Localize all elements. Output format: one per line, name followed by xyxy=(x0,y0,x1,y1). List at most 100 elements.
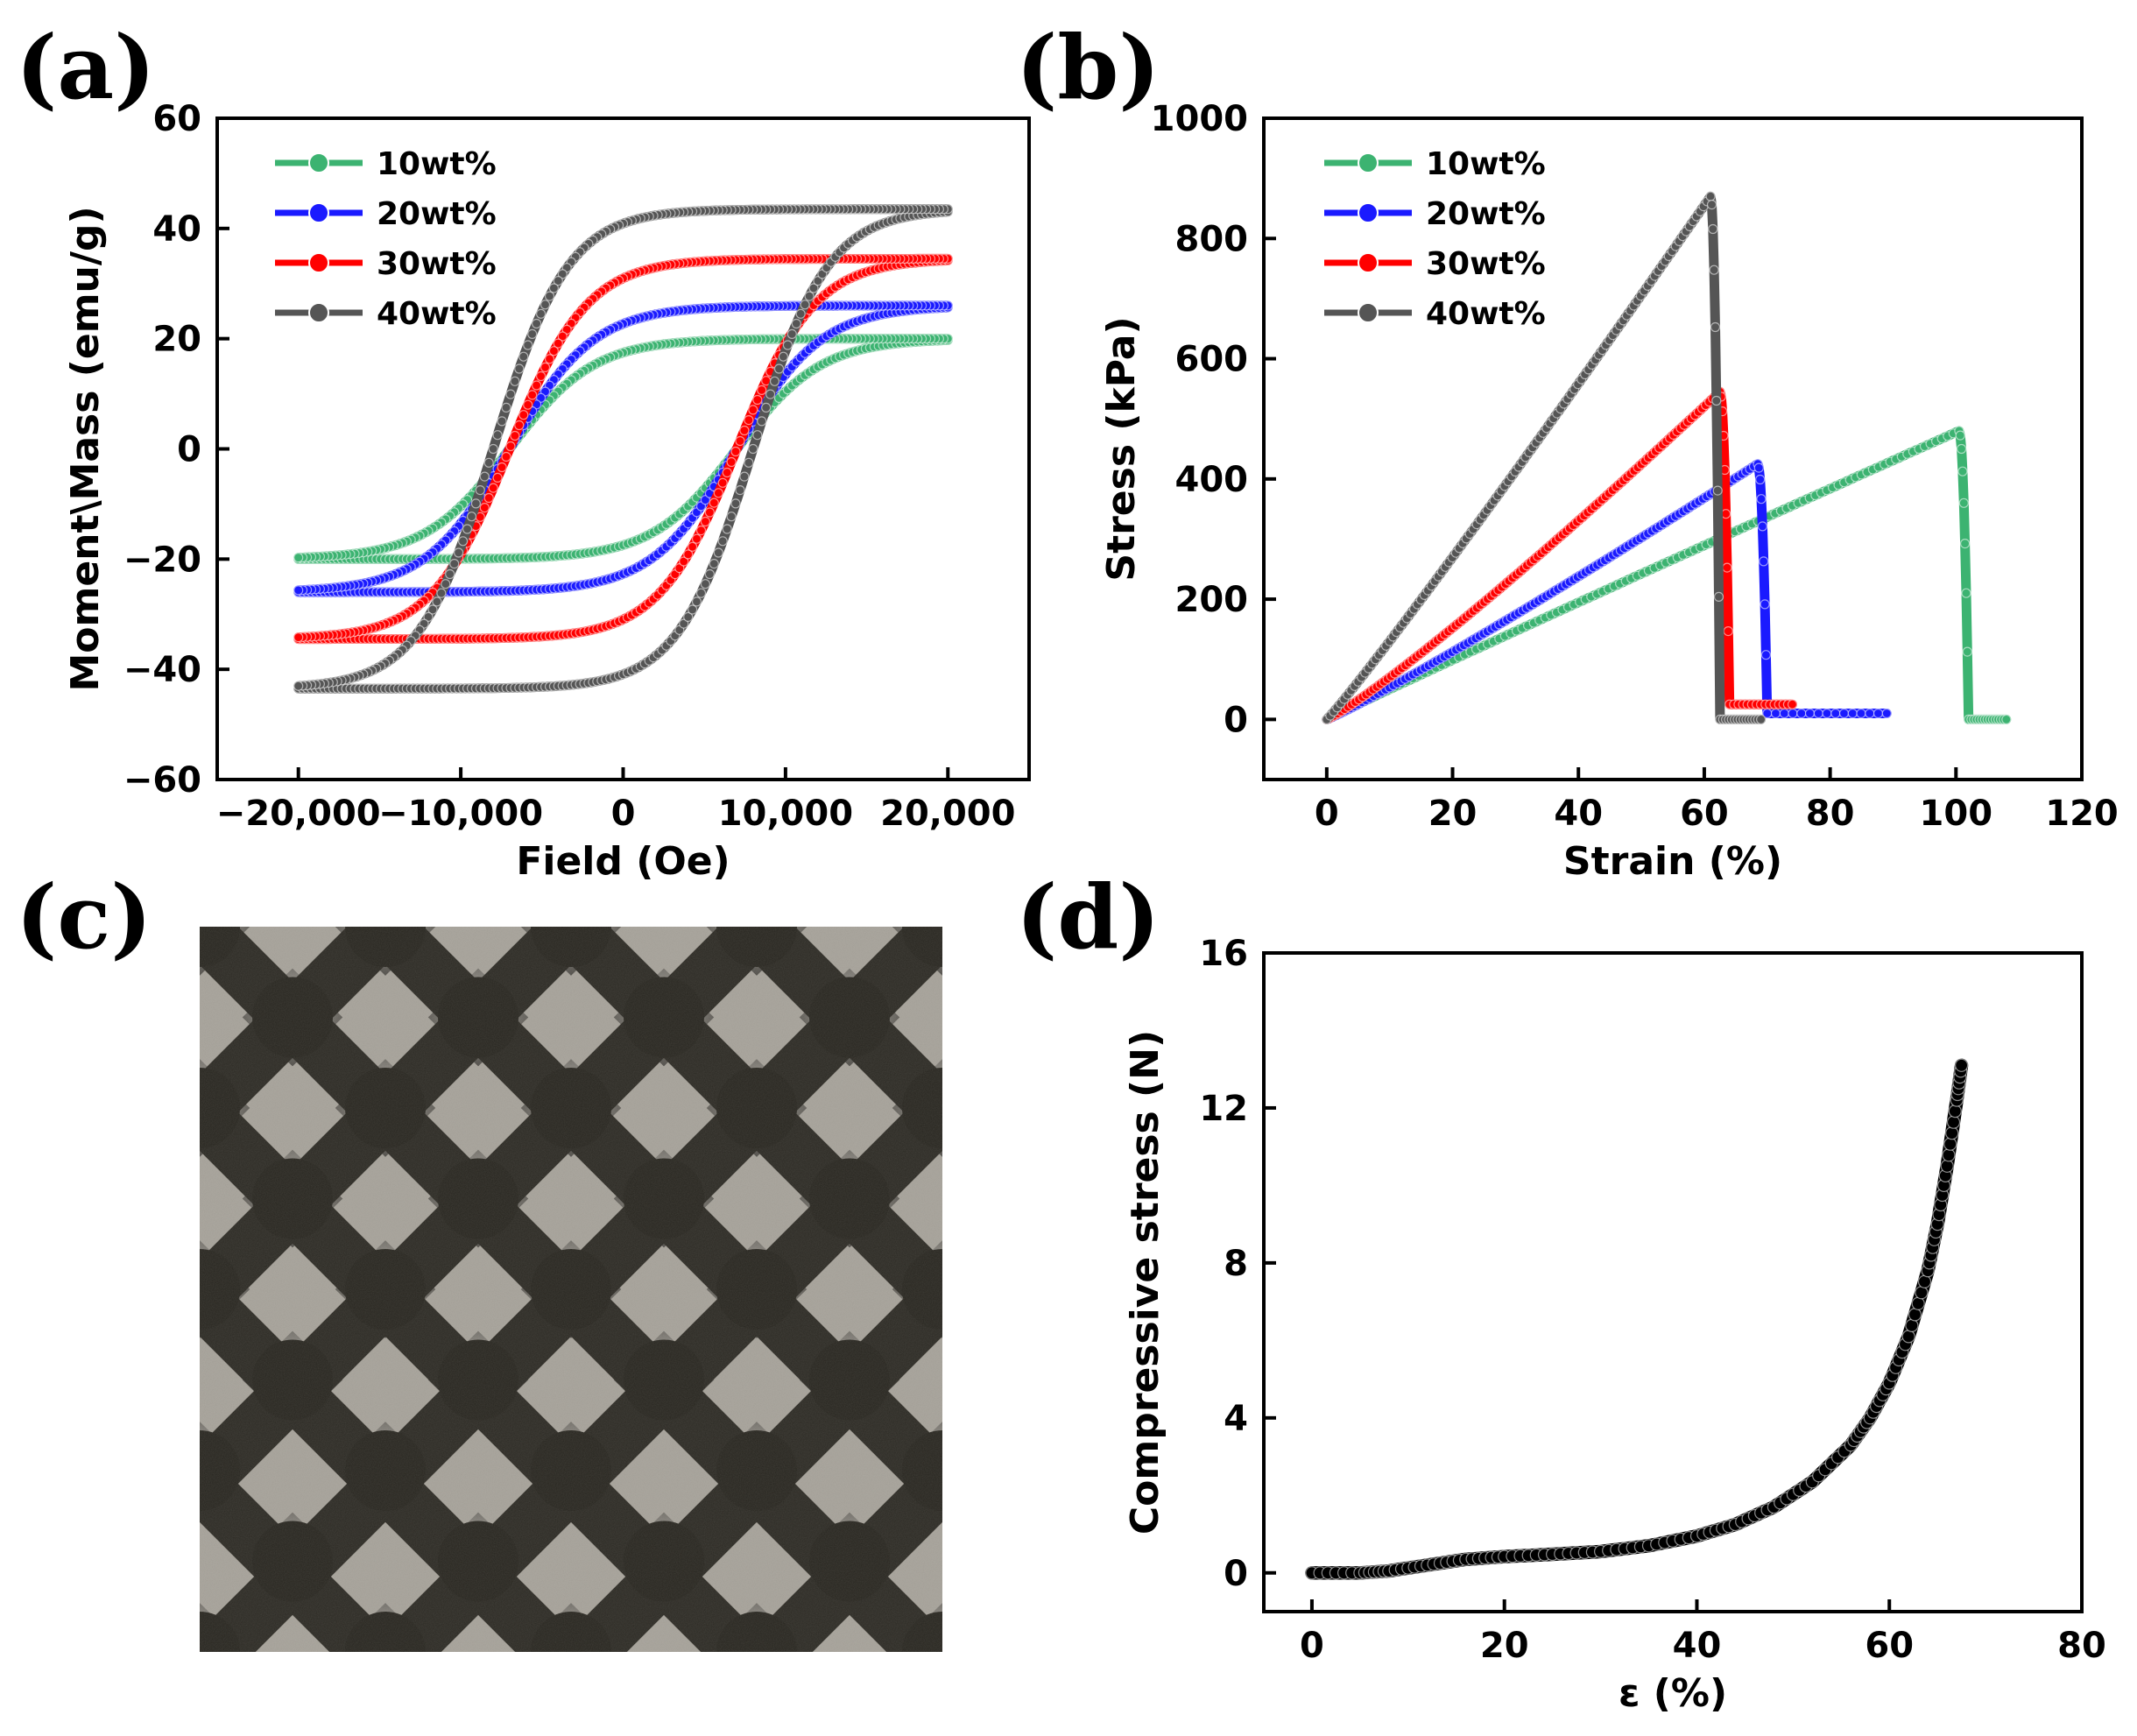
data-point xyxy=(1945,1126,1959,1140)
data-point xyxy=(1917,1274,1932,1288)
series-markers-b-40wt% xyxy=(1322,191,1767,725)
y-tick-label-a: 40 xyxy=(152,209,201,250)
data-point xyxy=(1760,599,1770,610)
data-point xyxy=(1955,430,1965,441)
data-point xyxy=(683,611,694,623)
data-point xyxy=(475,484,485,496)
legend-entry-a: 20wt% xyxy=(275,196,497,232)
legend-entry-b: 30wt% xyxy=(1324,246,1546,282)
data-point xyxy=(488,443,498,455)
data-point xyxy=(717,536,728,547)
lattice-strut xyxy=(1146,927,1871,1652)
y-tick-label-d: 16 xyxy=(1199,934,1248,974)
legend-entry-b: 40wt% xyxy=(1324,296,1546,332)
data-point xyxy=(1942,1148,1956,1162)
data-point xyxy=(453,547,464,558)
data-point xyxy=(1838,708,1850,719)
data-point xyxy=(492,430,503,441)
data-point xyxy=(709,558,719,569)
data-point xyxy=(510,376,520,386)
y-axis-title-d: Compressive stress (N) xyxy=(1123,1030,1167,1535)
data-point xyxy=(1713,591,1724,603)
lattice-strut xyxy=(1871,927,2137,1652)
data-point xyxy=(1788,708,1798,719)
data-point xyxy=(483,492,494,504)
legend-marker xyxy=(308,302,329,323)
data-point xyxy=(679,618,689,629)
data-point xyxy=(695,525,707,536)
data-point xyxy=(531,380,542,391)
data-point xyxy=(518,410,529,420)
data-point xyxy=(773,363,785,374)
data-point xyxy=(1957,443,1967,455)
y-tick-label-d: 0 xyxy=(1224,1554,1248,1594)
plot-frame-d xyxy=(1262,951,2084,1613)
data-point xyxy=(1911,1296,1925,1310)
data-point xyxy=(730,498,741,509)
lattice-strut xyxy=(1499,927,2137,1652)
data-point xyxy=(1957,466,1968,476)
series-markers-a-40wt% xyxy=(293,204,953,694)
panel-label-a: (a) xyxy=(16,16,155,119)
data-point xyxy=(497,462,507,473)
data-point xyxy=(293,552,304,563)
legend-marker xyxy=(1358,152,1379,173)
y-tick-label-b: 800 xyxy=(1175,219,1249,259)
lattice-node xyxy=(995,1159,1076,1239)
data-point xyxy=(691,596,702,607)
data-point xyxy=(479,502,490,513)
data-point xyxy=(786,328,797,339)
data-point xyxy=(1915,1286,1929,1300)
data-point xyxy=(483,457,494,468)
data-point xyxy=(466,512,477,522)
series-markers-d-compression xyxy=(1305,1058,1969,1580)
data-point xyxy=(449,558,460,569)
data-point xyxy=(1955,1058,1969,1072)
legend-marker xyxy=(1358,252,1379,273)
panel-label-b: (b) xyxy=(1016,16,1160,119)
data-point xyxy=(1760,650,1772,660)
y-tick-label-b: 0 xyxy=(1224,700,1248,740)
data-point xyxy=(1960,538,1971,549)
data-point xyxy=(679,556,689,567)
chart-panel-d: 0 20 40 60 80 0 4 8 12 16 ε (%) Compressive stress … xyxy=(1123,934,2106,1716)
data-point xyxy=(548,283,560,293)
data-point xyxy=(470,498,482,509)
x-tick-label-b: 60 xyxy=(1680,794,1729,834)
lattice-node xyxy=(624,1703,704,1736)
y-tick-label-b: 400 xyxy=(1175,460,1249,500)
lattice-opening xyxy=(985,1331,1085,1429)
data-point xyxy=(518,351,529,362)
legend-label: 40wt% xyxy=(377,296,497,332)
x-tick-label-a: −10,000 xyxy=(378,794,543,834)
data-point xyxy=(293,632,304,643)
y-axis-title-a: Moment\Mass (emu/g) xyxy=(63,206,108,691)
data-point xyxy=(514,420,525,431)
data-point xyxy=(1755,714,1767,725)
lattice-opening xyxy=(985,1513,1085,1611)
data-point xyxy=(765,389,776,399)
data-point xyxy=(1759,556,1769,567)
lattice-strut xyxy=(200,927,227,965)
y-tick-label-d: 8 xyxy=(1224,1244,1248,1284)
lattice-strut xyxy=(933,1631,942,1652)
lattice-strut xyxy=(0,927,14,1652)
data-point xyxy=(1708,223,1718,235)
lattice-node xyxy=(995,1340,1076,1421)
data-point xyxy=(1847,708,1858,719)
y-tick-label-a: 0 xyxy=(177,430,201,470)
data-point xyxy=(744,457,754,468)
data-point xyxy=(432,596,442,607)
data-point xyxy=(687,604,698,615)
data-point xyxy=(523,340,533,350)
data-point xyxy=(462,524,473,534)
data-point xyxy=(704,507,716,518)
data-point xyxy=(501,451,511,462)
x-tick-label-d: 80 xyxy=(2057,1626,2106,1666)
legend-label: 30wt% xyxy=(1426,246,1546,282)
lattice-opening xyxy=(985,1694,1085,1736)
data-point xyxy=(527,328,538,339)
data-point xyxy=(791,318,801,329)
data-point xyxy=(1723,625,1733,637)
data-point xyxy=(1705,191,1716,201)
